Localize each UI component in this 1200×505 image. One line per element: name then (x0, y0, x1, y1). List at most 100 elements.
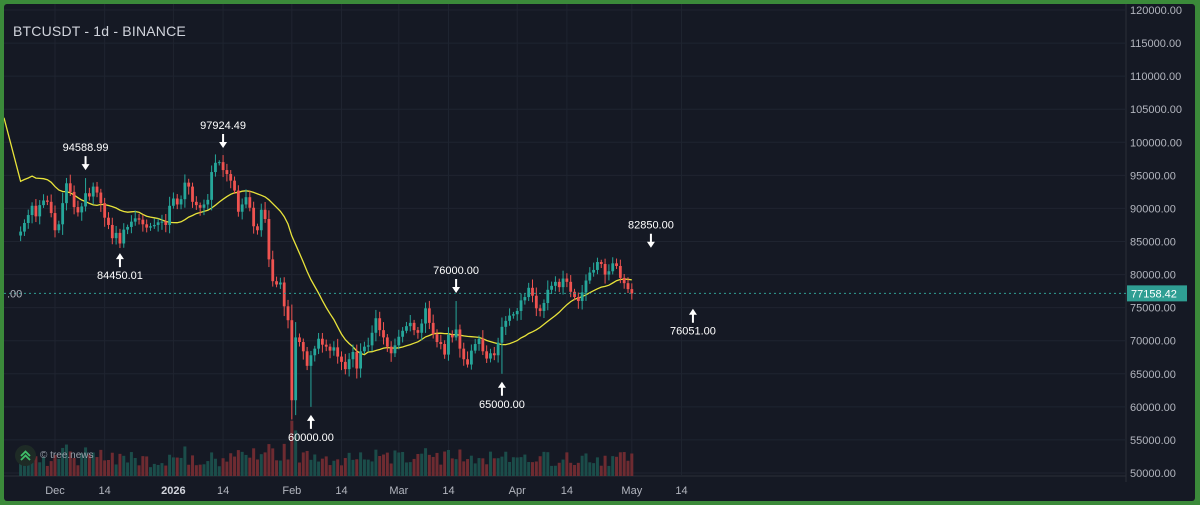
candle-up (527, 282, 531, 302)
volume-bar (615, 456, 619, 476)
price-tick-label: 120000.00 (1130, 5, 1182, 17)
candle-down (443, 340, 447, 359)
time-tick-label: Mar (389, 485, 408, 497)
volume-bar (187, 464, 191, 476)
volume-bar (454, 459, 458, 476)
candle-up (473, 339, 477, 354)
candle-body (485, 351, 489, 359)
candle-down (435, 329, 439, 348)
candle-body (447, 334, 450, 355)
moving-average-line (4, 117, 632, 356)
time-axis: Dec 14 2026 14 Feb 14 Mar 14 Apr 14 May 14 (45, 485, 687, 497)
candle-body (332, 347, 336, 351)
candle-down (439, 334, 443, 350)
volume-bar (267, 444, 271, 476)
candle-up (596, 257, 599, 275)
candle-up (294, 322, 298, 416)
candle-body (477, 338, 481, 345)
candle-body (152, 224, 156, 227)
annotation-label: 76000.00 (433, 265, 479, 277)
candle-body (99, 192, 103, 204)
candle-up (26, 209, 30, 229)
price-tick-label: 105000.00 (1130, 104, 1182, 116)
candle-body (359, 351, 362, 369)
volume-bar (592, 463, 596, 476)
candle-up (489, 348, 492, 363)
candle-body (351, 351, 355, 360)
volume-bar (22, 462, 26, 476)
candle-down (49, 194, 53, 218)
candle-body (607, 271, 611, 275)
candle-body (198, 205, 202, 208)
candle-body (217, 162, 221, 164)
candle-down (145, 219, 149, 233)
candle-body (317, 338, 320, 349)
candle-down (263, 202, 267, 223)
candle-up (397, 329, 401, 350)
volume-bar (95, 457, 99, 476)
volume-bar (332, 460, 336, 476)
candle-down (236, 185, 240, 217)
candle-body (622, 277, 626, 284)
volume-bar (129, 452, 133, 476)
candle-down (618, 259, 622, 284)
candle-down (68, 174, 72, 196)
annotation-label: 76051.00 (670, 326, 716, 338)
volume-bar (443, 451, 447, 476)
candlestick-chart[interactable]: 94588.99 84450.01 97924.49 60000.00 76000.00… (4, 4, 1195, 501)
candle-body (374, 318, 378, 333)
candle-body (534, 295, 538, 309)
candle-body (466, 359, 469, 365)
candle-up (42, 194, 45, 208)
candle-body (355, 351, 359, 369)
candle-body (84, 193, 87, 207)
volume-bars (19, 420, 634, 476)
candle-body (393, 345, 397, 354)
candle-up (240, 198, 244, 220)
volume-bar (351, 459, 355, 476)
volume-bar (550, 465, 554, 476)
candle-body (370, 332, 374, 346)
volume-bar (366, 459, 370, 476)
candle-body (34, 205, 38, 217)
volume-bar (485, 464, 489, 476)
candle-body (225, 170, 229, 175)
volume-bar (412, 458, 416, 476)
candle-body (114, 232, 118, 239)
candle-down (118, 228, 122, 249)
candle-body (137, 218, 141, 220)
candle-down (45, 195, 49, 206)
candle-up (607, 264, 611, 281)
volume-bar (202, 464, 206, 476)
candle-body (347, 359, 351, 370)
volume-bar (504, 451, 508, 476)
candle-up (504, 316, 508, 336)
candle-down (492, 346, 496, 361)
candle-body (183, 182, 187, 200)
candle-body (439, 342, 443, 345)
volume-bar (84, 447, 88, 476)
volume-bar (458, 449, 462, 476)
volume-bar (183, 446, 187, 476)
candle-up (30, 202, 34, 224)
candle-up (401, 327, 405, 343)
price-tick-label: 65000.00 (1130, 369, 1176, 381)
volume-bar (343, 458, 347, 476)
candle-body (244, 197, 248, 205)
volume-bar (122, 455, 126, 476)
volume-bar (278, 460, 282, 476)
price-annotation: 76000.00 (433, 265, 479, 294)
price-tick-label: 110000.00 (1130, 71, 1181, 83)
volume-bar (271, 448, 275, 476)
candle-body (275, 281, 278, 285)
arrow-up-icon (497, 381, 506, 396)
price-annotation: 60000.00 (288, 414, 334, 444)
volume-bar (91, 452, 95, 476)
candle-down (256, 223, 259, 235)
candle-body (328, 346, 332, 351)
volume-bar (42, 456, 46, 476)
candle-body (271, 259, 275, 282)
volume-bar (210, 452, 214, 476)
volume-bar (229, 453, 233, 476)
volume-bar (324, 456, 328, 476)
